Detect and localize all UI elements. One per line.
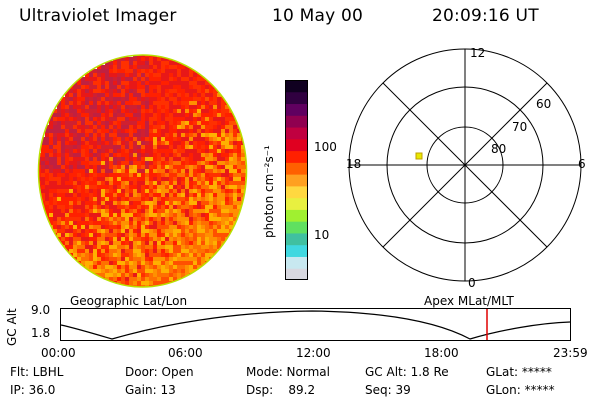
colorbar-gradient <box>285 80 308 280</box>
orbit-plot-frame <box>60 308 571 341</box>
colorbar-segment <box>285 221 308 234</box>
status-gain: Gain: 13 <box>125 383 176 397</box>
colorbar-segment <box>285 232 308 246</box>
colorbar-segment <box>285 127 308 140</box>
polar-grid <box>348 48 582 282</box>
colorbar-segment <box>285 185 308 199</box>
colorbar-segment <box>285 244 308 257</box>
uv-image-limb <box>37 54 248 288</box>
status-dsp: Dsp: 89.2 <box>246 383 316 397</box>
uv-image <box>37 54 248 288</box>
time-label: 20:09:16 UT <box>432 6 539 26</box>
colorbar-segment <box>285 138 308 152</box>
colorbar <box>285 80 308 280</box>
status-seq: Seq: 39 <box>365 383 411 397</box>
colorbar-tick-10: 10 <box>314 228 330 242</box>
colorbar-segment <box>285 268 308 280</box>
orbit-ytick-9: 9.0 <box>31 303 51 317</box>
mlat-label-60: 60 <box>536 97 552 111</box>
colorbar-segment <box>285 80 308 93</box>
instrument-title: Ultraviolet Imager <box>19 6 177 26</box>
orbit-ylabel: GC Alt <box>5 308 19 346</box>
mlt-label-18: 18 <box>346 157 362 171</box>
mlt-label-12: 12 <box>470 46 486 60</box>
status-glat: GLat: ***** <box>486 365 552 379</box>
status-door: Door: Open <box>125 365 194 379</box>
colorbar-segment <box>285 209 308 222</box>
colorbar-segment <box>285 162 308 175</box>
status-mode: Mode: Normal <box>246 365 330 379</box>
colorbar-segment <box>285 91 308 105</box>
colorbar-unit-label: photon cm⁻²s⁻¹ <box>262 145 276 238</box>
mlt-label-0: 0 <box>468 276 476 290</box>
colorbar-segment <box>285 150 308 163</box>
orbit-left-title: Geographic Lat/Lon <box>70 294 188 308</box>
colorbar-frame <box>285 80 308 280</box>
orbit-xtick-0000: 00:00 <box>41 346 76 360</box>
mlt-label-6: 6 <box>578 157 586 171</box>
orbit-right-title: Apex MLat/MLT <box>424 294 514 308</box>
polar-diag-2 <box>382 82 548 248</box>
status-ip: IP: 36.0 <box>10 383 56 397</box>
polar-marker <box>415 152 423 160</box>
status-filter: Flt: LBHL <box>10 365 64 379</box>
colorbar-segment <box>285 256 308 269</box>
colorbar-segment <box>285 174 308 187</box>
mlat-label-70: 70 <box>512 120 528 134</box>
mlat-label-80: 80 <box>491 142 507 156</box>
colorbar-segment <box>285 197 308 210</box>
orbit-xtick-1800: 18:00 <box>424 346 459 360</box>
orbit-xtick-1200: 12:00 <box>296 346 331 360</box>
orbit-xtick-2359: 23:59 <box>553 346 588 360</box>
date-label: 10 May 00 <box>272 6 364 26</box>
orbit-altitude-curve <box>60 310 571 340</box>
orbit-ytick-1: 1.8 <box>31 326 51 340</box>
colorbar-tick-100: 100 <box>314 140 337 154</box>
colorbar-segment <box>285 115 308 128</box>
orbit-xtick-0600: 06:00 <box>168 346 203 360</box>
uv-image-pixels <box>38 55 247 287</box>
orbit-plot <box>60 308 571 341</box>
colorbar-segment <box>285 103 308 116</box>
status-gc-alt: GC Alt: 1.8 Re <box>365 365 449 379</box>
status-glon: GLon: ***** <box>486 383 555 397</box>
